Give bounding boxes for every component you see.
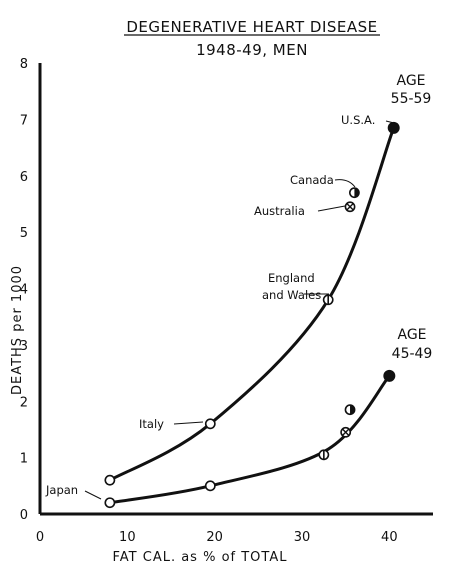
marker-circle [204,418,216,430]
data-point-age-45-49 [318,449,330,461]
y-tick-label: 1 [20,452,28,467]
annotation-japan: Japan [45,483,78,497]
y-tick-label: 7 [20,113,28,128]
y-tick-label: 8 [20,57,28,72]
annotation-usa: U.S.A. [341,113,375,127]
series-label-age-55-59: 55-59 [391,91,432,107]
data-point-age-55-59 [322,294,334,306]
x-tick-label: 10 [119,530,136,545]
y-tick-label: 4 [20,283,28,298]
data-point-age-45-49 [104,497,116,509]
data-point-age-55-59 [344,201,356,213]
leader-canada [334,179,356,188]
marker-half-fill [354,188,359,198]
leader-japan [84,490,102,500]
data-point-age-45-49 [344,404,356,416]
data-point-age-55-59 [348,187,360,199]
y-tick-label: 0 [20,508,28,523]
marker-circle [104,497,116,509]
chart-subtitle: 1948-49, MEN [196,41,308,59]
y-tick-label: 2 [20,395,28,410]
data-point-age-45-49 [340,426,352,438]
data-point-age-45-49 [383,369,396,382]
x-tick-label: 30 [294,530,311,545]
leader-usa [385,120,399,125]
annotation-england: England [268,271,315,285]
data-point-age-55-59 [104,474,116,486]
series-line-age-55-59 [108,126,396,482]
data-point-age-45-49 [204,480,216,492]
marker-half-fill [350,405,355,415]
plot-layer: 0 1 2 3 4 5 6 7 8 0 10 20 30 40 AGE 55-59 AGE 45-49 Japan I… [20,57,433,545]
y-tick-label: 3 [20,339,28,354]
series-label-age-55-59: AGE [396,73,425,89]
leader-australia [317,205,346,212]
marker-circle [104,474,116,486]
leader-italy [173,421,204,425]
annotation-australia: Australia [254,204,305,218]
data-point-age-55-59 [204,418,216,430]
y-tick-label: 6 [20,170,28,185]
chart-title: DEGENERATIVE HEART DISEASE [126,18,377,36]
x-tick-label: 40 [381,530,398,545]
marker-cross-b [346,203,354,211]
series-line-age-45-49 [108,374,391,505]
x-tick-label: 0 [36,530,44,545]
marker-circle [383,369,396,382]
annotation-england: and Wales [262,288,321,302]
annotation-canada: Canada [290,173,334,187]
series-label-age-45-49: 45-49 [392,346,433,362]
marker-circle [204,480,216,492]
annotation-italy: Italy [139,417,164,431]
series-label-age-45-49: AGE [397,327,426,343]
marker-cross-b [341,428,350,436]
y-axis-label: DEATHS per 1000 [10,265,25,395]
x-axis-label: FAT CAL. as % of TOTAL [113,550,288,565]
y-tick-label: 5 [20,226,28,241]
x-tick-label: 20 [206,530,223,545]
